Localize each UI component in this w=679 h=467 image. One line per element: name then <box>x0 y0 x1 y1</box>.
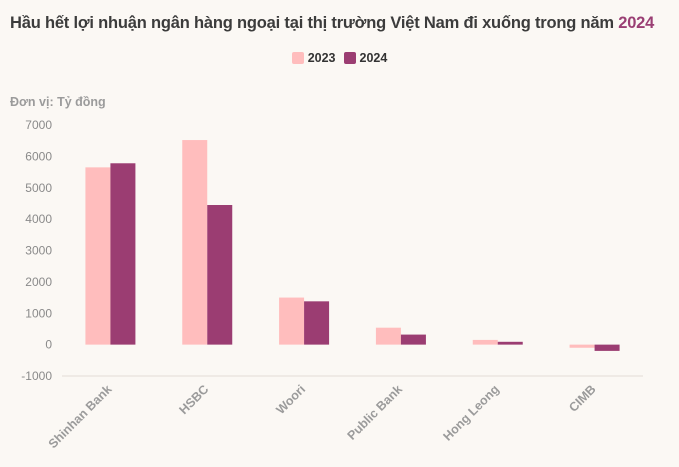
bar-2024-cimb[interactable] <box>594 344 620 351</box>
legend-label-2024: 2024 <box>359 51 388 65</box>
unit-label: Đơn vị: Tỷ đồng <box>10 95 106 109</box>
y-tick-label: 5000 <box>25 181 52 195</box>
x-tick-label: Woori <box>273 382 308 417</box>
bar-2023-hong-leong[interactable] <box>472 339 498 345</box>
bar-2024-hong-leong[interactable] <box>497 341 523 345</box>
x-tick-label: Shinhan Bank <box>46 382 115 451</box>
y-tick-label: 0 <box>45 338 52 352</box>
y-tick-label: 2000 <box>25 275 52 289</box>
bar-2024-hsbc[interactable] <box>207 205 233 345</box>
legend-swatch-2023 <box>291 52 304 64</box>
x-tick-label: CIMB <box>566 382 598 414</box>
y-tick-label: 3000 <box>25 244 52 258</box>
bar-2023-shinhan-bank[interactable] <box>85 167 111 345</box>
chart-legend: 2023 2024 <box>0 51 679 65</box>
x-tick-label: Public Bank <box>345 382 406 443</box>
bar-2024-public-bank[interactable] <box>400 334 426 345</box>
legend-item-2024[interactable]: 2024 <box>343 51 388 65</box>
y-tick-label: 1000 <box>25 306 52 320</box>
legend-swatch-2024 <box>343 52 356 64</box>
y-tick-label: -1000 <box>21 369 52 383</box>
x-tick-label: HSBC <box>176 382 211 417</box>
y-tick-label: 7000 <box>25 118 52 132</box>
bar-2023-woori[interactable] <box>279 297 305 345</box>
bar-2023-hsbc[interactable] <box>182 140 208 345</box>
bar-2024-woori[interactable] <box>304 301 330 345</box>
y-tick-label: 4000 <box>25 212 52 226</box>
title-highlight-year: 2024 <box>618 14 655 32</box>
bar-2024-shinhan-bank[interactable] <box>110 163 136 345</box>
y-tick-label: 6000 <box>25 149 52 163</box>
legend-label-2023: 2023 <box>307 51 336 65</box>
bar-2023-cimb[interactable] <box>569 344 595 348</box>
title-main-text: Hầu hết lợi nhuận ngân hàng ngoại tại th… <box>10 14 614 32</box>
bar-2023-public-bank[interactable] <box>375 327 401 345</box>
legend-item-2023[interactable]: 2023 <box>291 51 336 65</box>
chart-title: Hầu hết lợi nhuận ngân hàng ngoại tại th… <box>10 14 675 33</box>
x-tick-label: Hong Leong <box>440 382 501 443</box>
